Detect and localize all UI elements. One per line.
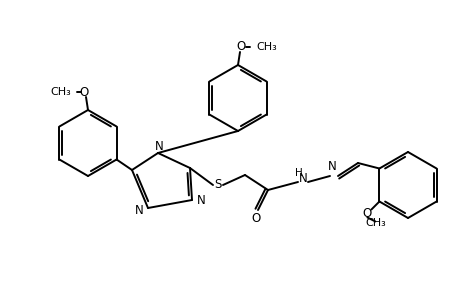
Text: S: S [214, 178, 222, 192]
Text: N: N [134, 204, 143, 216]
Text: N: N [328, 161, 336, 173]
Text: O: O [236, 41, 246, 53]
Text: CH₃: CH₃ [365, 218, 386, 229]
Text: N: N [155, 140, 163, 152]
Text: N: N [197, 194, 205, 208]
Text: CH₃: CH₃ [50, 87, 71, 97]
Text: CH₃: CH₃ [256, 42, 277, 52]
Text: H: H [295, 168, 303, 178]
Text: O: O [251, 213, 261, 225]
Text: O: O [79, 86, 89, 98]
Text: O: O [363, 207, 372, 220]
Text: N: N [298, 173, 307, 185]
